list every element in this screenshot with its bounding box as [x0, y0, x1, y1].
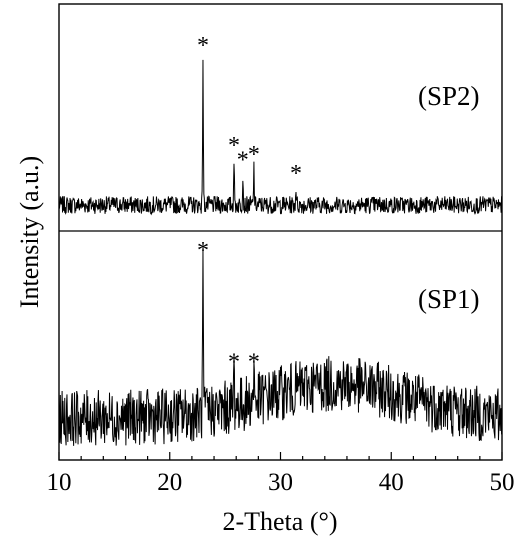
series-line-top	[58, 59, 503, 216]
peak-marker-top-0: *	[197, 33, 209, 59]
x-tick-label: 30	[268, 469, 293, 496]
traces-layer	[58, 59, 503, 446]
panel-label-top: (SP2)	[418, 81, 480, 111]
peak-marker-bottom-1: *	[228, 350, 240, 376]
peak-marker-top-1: *	[228, 133, 240, 159]
x-tick-label: 20	[157, 469, 182, 496]
peak-marker-top-4: *	[290, 161, 302, 187]
x-tick-label: 40	[379, 469, 404, 496]
x-axis-title: 2-Theta (°)	[222, 507, 337, 536]
y-axis-title: Intensity (a.u.)	[15, 156, 44, 308]
peak-marker-top-3: *	[248, 142, 260, 168]
panel-label-bottom: (SP1)	[418, 284, 480, 314]
peak-marker-bottom-0: *	[197, 238, 209, 264]
plot-frame	[58, 3, 503, 461]
series-line-bottom	[58, 249, 503, 446]
x-ticks: 10 20 30 40 50	[47, 452, 515, 496]
peak-marker-bottom-2: *	[248, 350, 260, 376]
x-tick-label: 10	[47, 469, 72, 496]
x-tick-label: 50	[490, 469, 515, 496]
peak-markers: *** **** *	[197, 33, 302, 376]
peak-marker-top-2: *	[237, 148, 249, 174]
